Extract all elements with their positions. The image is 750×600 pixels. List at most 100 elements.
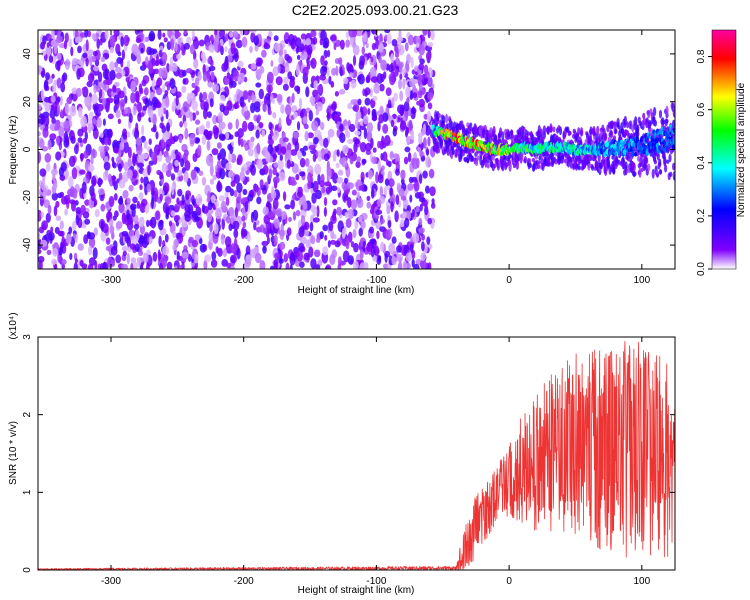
noise-blob — [363, 36, 368, 43]
noise-blob — [262, 206, 269, 216]
noise-blob — [226, 100, 233, 111]
noise-blob — [241, 36, 248, 48]
spectrogram-xlabel: Height of straight line (km) — [298, 285, 415, 296]
noise-blob — [345, 218, 352, 229]
noise-blob — [141, 79, 147, 87]
noise-blob — [349, 72, 354, 78]
noise-blob — [348, 30, 356, 38]
noise-blob — [147, 164, 151, 176]
noise-blob — [77, 137, 83, 144]
noise-blob — [253, 35, 259, 46]
noise-blob — [75, 36, 81, 44]
noise-blob — [133, 223, 140, 230]
noise-blob — [189, 44, 195, 55]
noise-blob — [255, 129, 260, 139]
snr-ylabel: SNR (10 * v/v) — [8, 421, 19, 485]
noise-blob — [250, 136, 255, 142]
spectrogram-xtick-label: 0 — [506, 275, 512, 286]
noise-blob — [138, 83, 143, 93]
noise-blob — [118, 202, 125, 214]
noise-blob — [91, 33, 97, 40]
noise-blob — [134, 49, 141, 57]
noise-blob — [97, 71, 103, 83]
ridge-core — [672, 127, 675, 134]
noise-blob — [68, 226, 73, 234]
noise-blob — [399, 73, 403, 81]
snr-xtick-label: 100 — [633, 576, 650, 587]
noise-blob — [59, 230, 65, 237]
noise-blob — [50, 226, 54, 233]
noise-blob — [384, 34, 388, 40]
noise-blob — [225, 132, 230, 140]
noise-blob — [63, 40, 68, 50]
noise-blob — [417, 191, 424, 200]
noise-blob — [261, 129, 266, 138]
noise-blob — [355, 110, 362, 120]
noise-blob — [42, 127, 49, 138]
noise-blob — [307, 180, 312, 190]
noise-blob — [197, 144, 202, 156]
snr-xtick-label: 0 — [506, 576, 512, 587]
noise-blob — [88, 164, 95, 173]
noise-blob — [287, 142, 292, 152]
noise-blob — [139, 235, 146, 244]
ridge-halo — [626, 121, 630, 129]
noise-blob — [292, 193, 296, 201]
noise-blob — [119, 141, 125, 151]
noise-blob — [102, 223, 109, 234]
noise-blob — [242, 221, 247, 229]
noise-blob — [289, 254, 296, 266]
noise-blob — [77, 59, 82, 65]
noise-blob — [284, 204, 291, 210]
noise-blob — [69, 252, 73, 261]
noise-blob — [165, 170, 172, 177]
noise-blob — [415, 206, 420, 213]
noise-blob — [320, 30, 327, 42]
ridge-halo — [610, 130, 614, 139]
noise-blob — [56, 96, 61, 103]
noise-blob — [280, 223, 284, 233]
noise-blob — [290, 199, 295, 210]
noise-blob — [300, 215, 306, 226]
noise-blob — [425, 71, 430, 79]
noise-blob — [209, 164, 214, 177]
noise-blob — [305, 239, 311, 249]
noise-blob — [127, 157, 132, 168]
noise-blob — [118, 179, 126, 189]
noise-blob — [242, 90, 249, 100]
noise-blob — [124, 107, 129, 115]
noise-blob — [230, 80, 237, 88]
noise-blob — [40, 89, 45, 100]
noise-blob — [198, 170, 204, 176]
noise-blob — [161, 138, 165, 149]
noise-blob — [262, 164, 269, 175]
noise-blob — [391, 97, 395, 109]
noise-blob — [244, 105, 248, 112]
noise-blob — [307, 172, 313, 184]
noise-blob — [249, 45, 253, 54]
noise-blob — [422, 30, 428, 36]
noise-blob — [88, 236, 96, 249]
noise-blob — [95, 85, 101, 93]
noise-blob — [417, 147, 422, 153]
noise-blob — [363, 127, 368, 140]
ridge-halo — [493, 163, 497, 169]
noise-blob — [215, 246, 219, 254]
noise-blob — [352, 55, 357, 66]
noise-blob — [371, 115, 378, 121]
noise-blob — [76, 87, 82, 97]
noise-blob — [245, 200, 249, 212]
noise-blob — [273, 234, 278, 246]
noise-blob — [105, 201, 110, 209]
ridge-halo — [474, 160, 479, 167]
noise-blob — [161, 102, 165, 108]
noise-blob — [65, 135, 70, 146]
noise-blob — [247, 90, 253, 96]
noise-blob — [168, 220, 173, 227]
noise-blob — [45, 115, 50, 127]
noise-blob — [303, 252, 310, 261]
noise-blob — [219, 104, 226, 113]
noise-blob — [212, 125, 218, 136]
noise-blob — [320, 121, 325, 131]
noise-blob — [289, 79, 295, 88]
